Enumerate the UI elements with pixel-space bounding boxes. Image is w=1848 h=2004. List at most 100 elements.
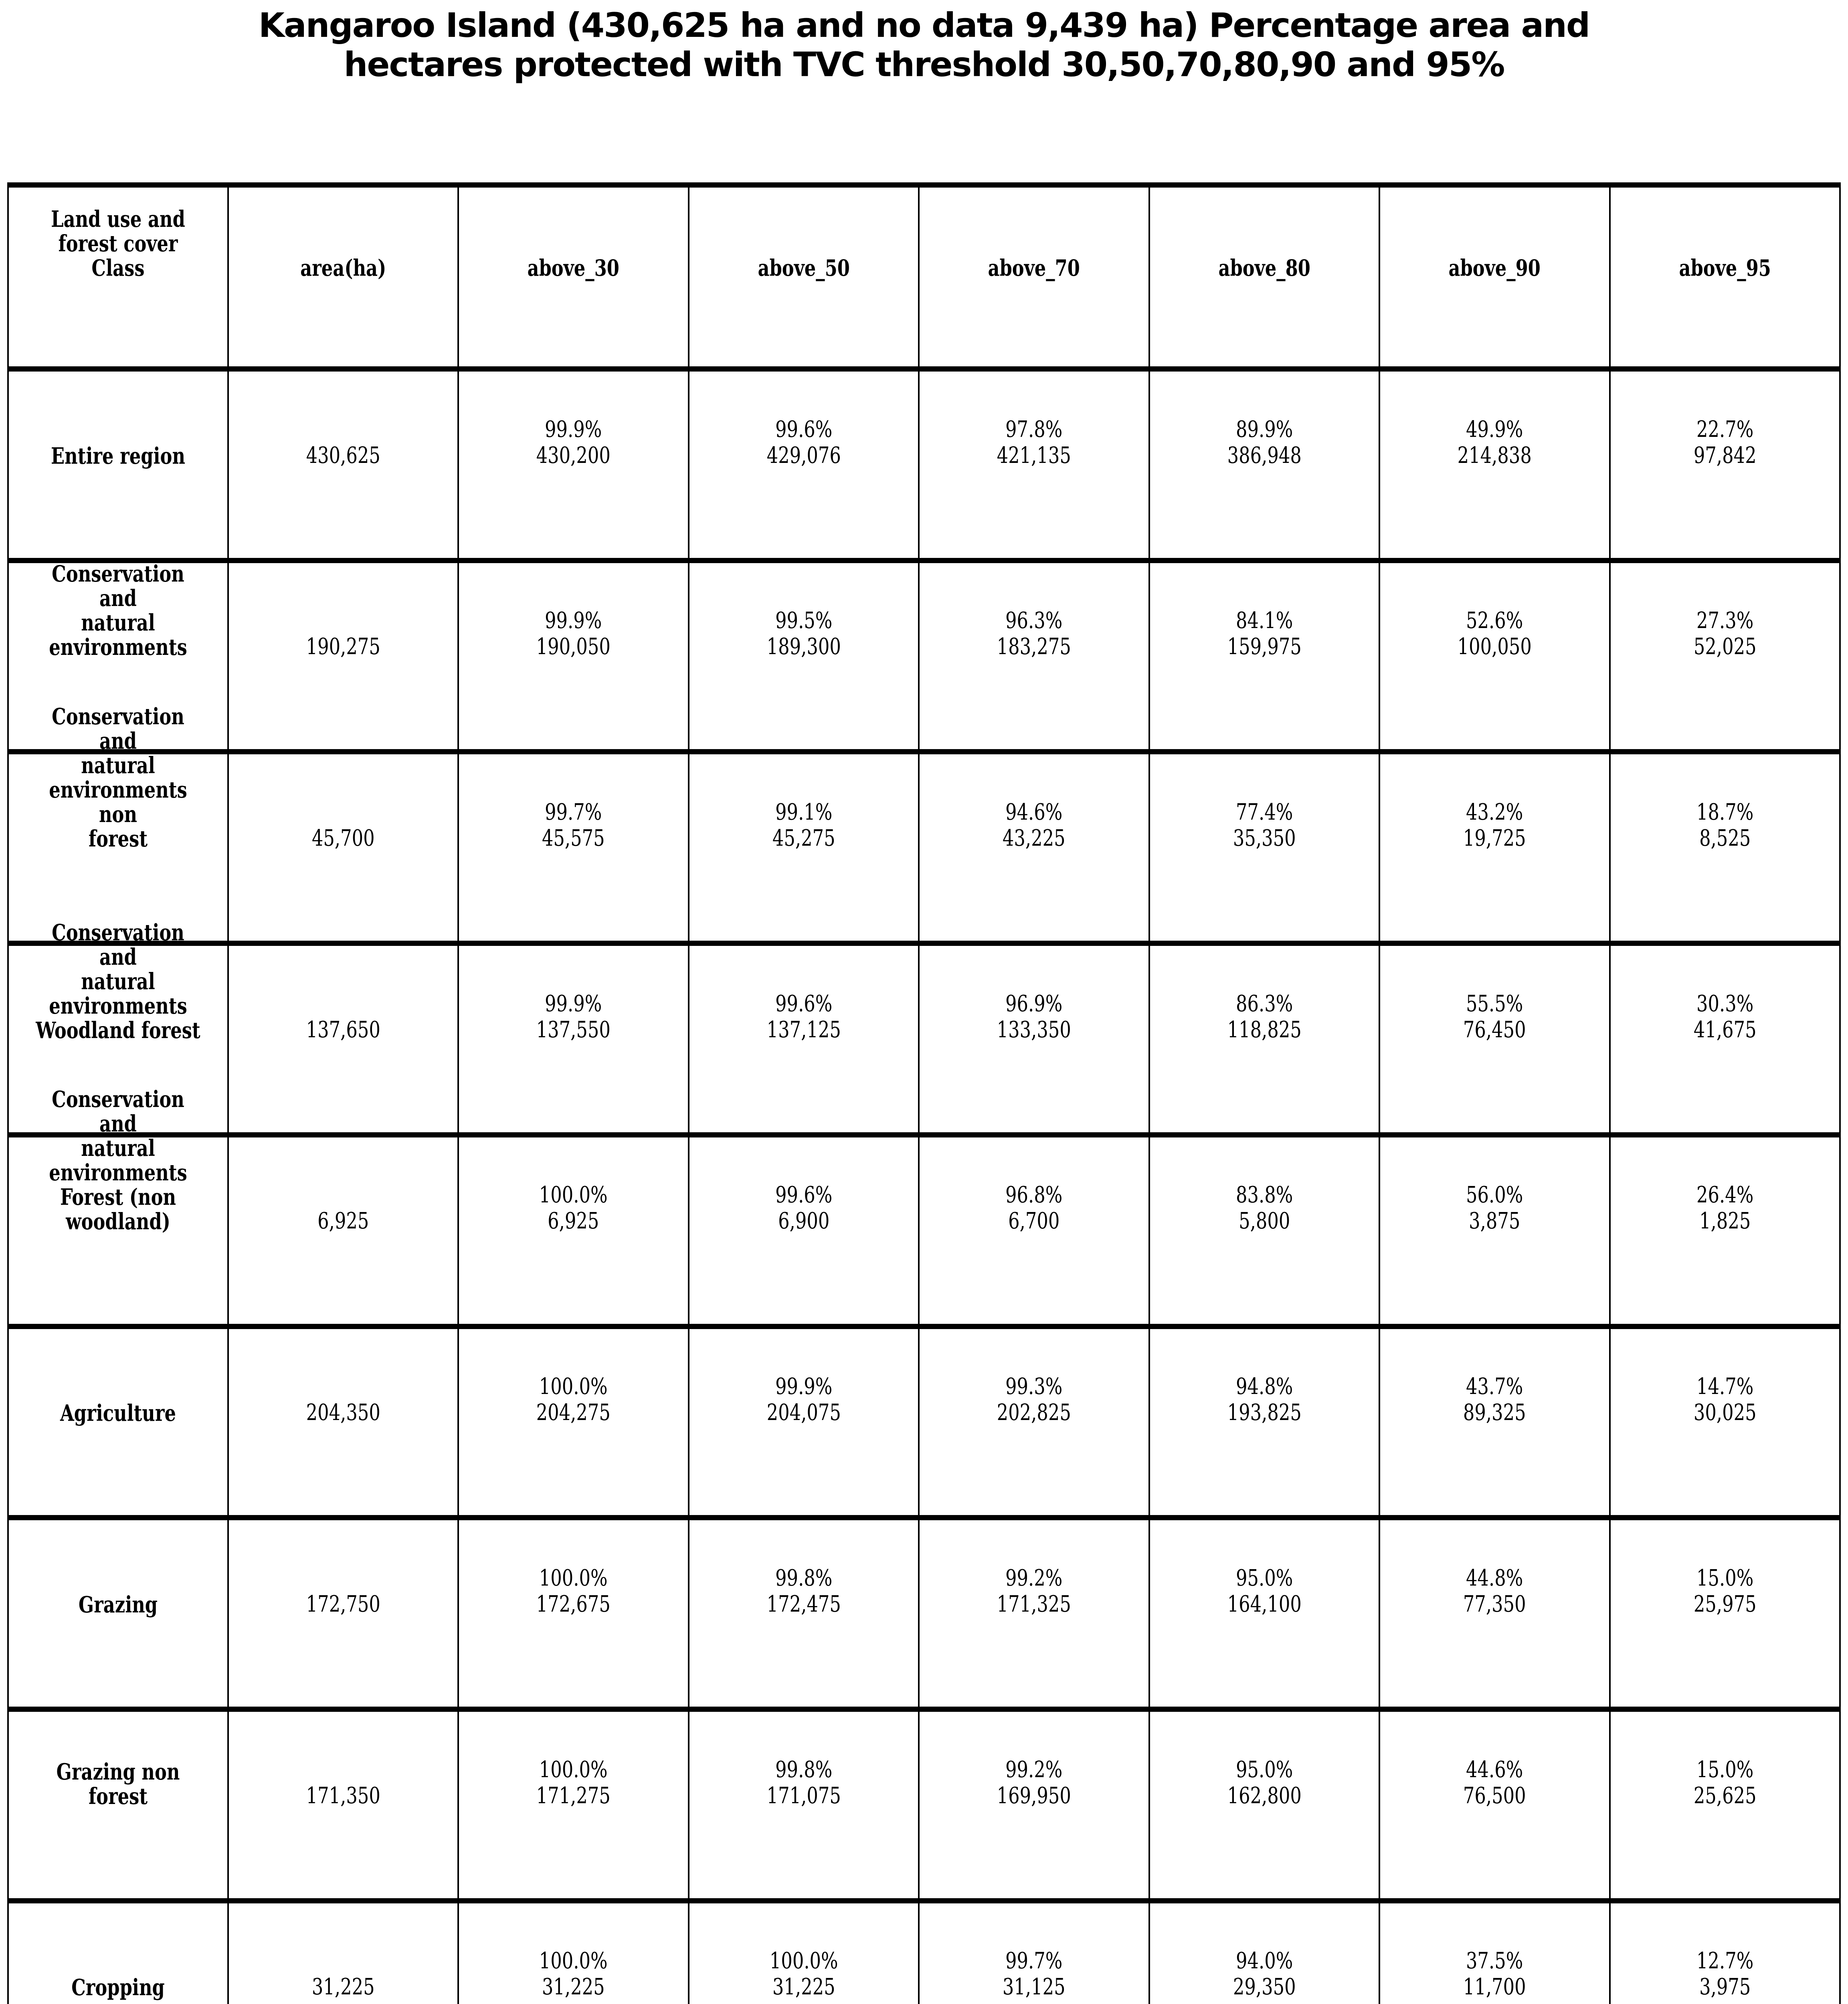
percent-value: 99.3%	[1005, 1374, 1063, 1400]
value-cell: 30.3% 41,675	[1609, 941, 1839, 1132]
area-cell: 31,225	[227, 1898, 458, 2004]
value-cell: 99.2% 171,325	[918, 1515, 1148, 1707]
cell-content: above_80	[1174, 256, 1355, 281]
cell-content: 172,750	[253, 1591, 433, 1617]
cell-content: 43.7% 89,325	[1404, 1374, 1585, 1426]
cell-content: Grazing non forest	[32, 1760, 204, 1809]
area-cell: 171,350	[227, 1706, 458, 1898]
value-cell: 99.5% 189,300	[687, 558, 918, 749]
hectares-value: 5,800	[1238, 1208, 1290, 1234]
percent-value: 84.1%	[1235, 608, 1293, 634]
cell-content: 97.8% 421,135	[944, 416, 1124, 469]
percent-value: 99.6%	[775, 990, 833, 1017]
hectares-value: 3,875	[1469, 1208, 1520, 1234]
percent-value: 43.2%	[1466, 799, 1523, 826]
percent-value: 99.9%	[545, 990, 602, 1017]
value-cell: 99.9% 137,550	[457, 941, 688, 1132]
cell-content: 22.7% 97,842	[1635, 416, 1815, 469]
hectares-value: 429,076	[766, 442, 841, 469]
hectares-value: 25,625	[1693, 1782, 1757, 1809]
cell-content: 99.6% 137,125	[714, 991, 894, 1043]
hectares-value: 45,275	[772, 825, 835, 852]
percent-value: 99.9%	[545, 608, 602, 634]
cell-content: 26.4% 1,825	[1635, 1182, 1815, 1234]
row-label-cell: Conservation and natural environments Fo…	[9, 1087, 227, 1324]
percent-value: 99.8%	[775, 1565, 833, 1591]
cell-content: 100.0% 6,925	[483, 1182, 664, 1234]
row-label: Entire region	[51, 442, 186, 469]
percent-value: 44.6%	[1466, 1756, 1523, 1783]
row-label-cell: Grazing	[9, 1515, 227, 1707]
area-value: 45,700	[311, 825, 375, 852]
area-value: 172,750	[306, 1591, 380, 1617]
cell-content: 37.5% 11,700	[1404, 1948, 1585, 2000]
value-cell: 96.3% 183,275	[918, 558, 1148, 749]
cell-content: Conservation and natural environments Fo…	[32, 1087, 204, 1234]
percent-value: 37.5%	[1466, 1948, 1523, 1974]
hectares-value: 76,500	[1463, 1782, 1526, 1809]
cell-content: 99.7% 45,575	[483, 799, 664, 851]
value-cell: 94.8% 193,825	[1148, 1323, 1379, 1515]
cell-content: 31,225	[253, 1974, 433, 2000]
cell-content: 99.8% 171,075	[714, 1757, 894, 1809]
cell-content: 12.7% 3,975	[1635, 1948, 1815, 2000]
area-value: 171,350	[306, 1782, 380, 1809]
cell-content: 30.3% 41,675	[1635, 991, 1815, 1043]
hectares-value: 204,075	[766, 1400, 841, 1426]
hectares-value: 29,350	[1233, 1974, 1296, 2000]
hectares-value: 19,725	[1463, 825, 1526, 852]
cell-content: 89.9% 386,948	[1174, 416, 1355, 469]
column-header-label: Land use and forest cover Class	[51, 206, 185, 281]
value-cell: 97.8% 421,135	[918, 366, 1148, 558]
hectares-value: 133,350	[997, 1016, 1072, 1043]
value-cell: 99.2% 169,950	[918, 1706, 1148, 1898]
percent-value: 43.7%	[1466, 1374, 1523, 1400]
row-label: Grazing	[78, 1591, 158, 1618]
hectares-value: 77,350	[1463, 1591, 1526, 1617]
hectares-value: 52,025	[1693, 634, 1757, 660]
cell-content: 99.9% 204,075	[714, 1374, 894, 1426]
cell-content: above_90	[1404, 256, 1585, 281]
area-cell: 204,350	[227, 1323, 458, 1515]
row-label-cell: Cropping	[9, 1898, 227, 2004]
hectares-value: 183,275	[997, 634, 1072, 660]
row-label: Grazing non forest	[56, 1758, 180, 1810]
cell-content: 99.7% 31,125	[944, 1948, 1124, 2000]
value-cell: 14.7% 30,025	[1609, 1323, 1839, 1515]
column-header-label: above_95	[1679, 255, 1771, 281]
percent-value: 30.3%	[1696, 990, 1753, 1017]
cell-content: Grazing	[32, 1591, 204, 1618]
value-cell: 99.6% 429,076	[687, 366, 918, 558]
hectares-value: 31,225	[772, 1974, 835, 2000]
hectares-value: 169,950	[997, 1782, 1072, 1809]
percent-value: 26.4%	[1696, 1182, 1753, 1208]
row-label: Agriculture	[60, 1400, 176, 1427]
cell-content: 15.0% 25,975	[1635, 1565, 1815, 1617]
area-cell: 172,750	[227, 1515, 458, 1707]
area-cell: 6,925	[227, 1132, 458, 1324]
cell-content: 99.2% 169,950	[944, 1757, 1124, 1809]
cell-content: Agriculture	[32, 1401, 204, 1426]
page-title-line2: hectares protected with TVC threshold 30…	[344, 45, 1505, 84]
value-cell: 37.5% 11,700	[1379, 1898, 1609, 2004]
percent-value: 14.7%	[1696, 1374, 1753, 1400]
percent-value: 95.0%	[1235, 1756, 1293, 1783]
percent-value: 99.8%	[775, 1756, 833, 1783]
hectares-value: 190,050	[536, 634, 611, 660]
percent-value: 99.9%	[545, 416, 602, 442]
value-cell: 96.9% 133,350	[918, 941, 1148, 1132]
hectares-value: 171,275	[536, 1782, 611, 1809]
row-label: Conservation and natural environments	[49, 561, 187, 661]
hectares-value: 31,125	[1003, 1974, 1066, 2000]
hectares-value: 159,975	[1227, 634, 1302, 660]
cell-content: above_30	[483, 256, 664, 281]
cell-content: 171,350	[253, 1783, 433, 1809]
percent-value: 94.0%	[1235, 1948, 1293, 1974]
hectares-value: 172,675	[536, 1591, 611, 1617]
page-title-line1: Kangaroo Island (430,625 ha and no data …	[258, 6, 1590, 45]
cell-content: 6,925	[253, 1208, 433, 1234]
cell-content: 99.5% 189,300	[714, 608, 894, 660]
value-cell: 18.7% 8,525	[1609, 749, 1839, 941]
percent-value: 99.9%	[775, 1374, 833, 1400]
